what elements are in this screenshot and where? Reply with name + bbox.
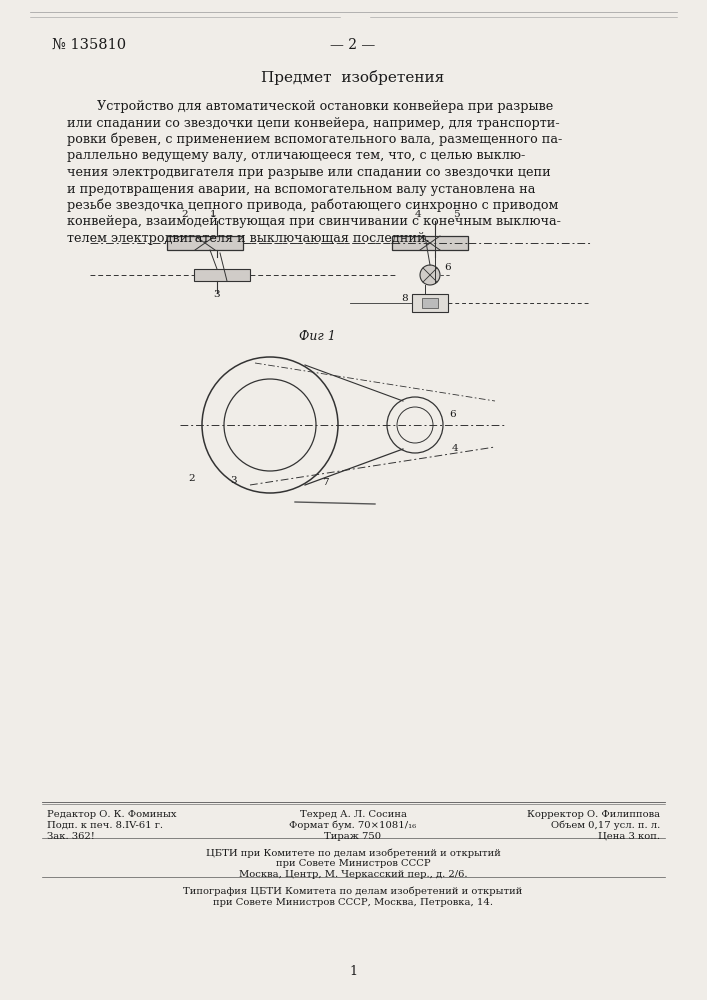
- Bar: [392, 236, 468, 250]
- Text: при Совете Министров СССР, Москва, Петровка, 14.: при Совете Министров СССР, Москва, Петро…: [213, 898, 493, 907]
- Text: Тираж 750: Тираж 750: [325, 832, 382, 841]
- Text: Типография ЦБТИ Комитета по делам изобретений и открытий: Типография ЦБТИ Комитета по делам изобре…: [183, 887, 522, 896]
- Bar: [167, 236, 243, 250]
- Text: 2: 2: [189, 474, 195, 483]
- Text: № 135810: № 135810: [52, 38, 126, 52]
- Text: 2: 2: [182, 210, 188, 219]
- Text: раллельно ведущему валу, отличающееся тем, что, с целью выклю-: раллельно ведущему валу, отличающееся те…: [67, 149, 525, 162]
- Text: 4: 4: [415, 210, 421, 219]
- Text: 6: 6: [444, 263, 450, 272]
- Text: 4: 4: [452, 444, 458, 453]
- Text: 5: 5: [452, 210, 460, 219]
- Text: 1: 1: [210, 210, 216, 219]
- Text: 3: 3: [214, 290, 221, 299]
- Text: Объем 0,17 усл. п. л.: Объем 0,17 усл. п. л.: [551, 821, 660, 830]
- Text: Редактор О. К. Фоминых: Редактор О. К. Фоминых: [47, 810, 177, 819]
- Text: Корректор О. Филиппова: Корректор О. Филиппова: [527, 810, 660, 819]
- Text: Цена 3 коп.: Цена 3 коп.: [598, 832, 660, 841]
- Bar: [422, 298, 438, 308]
- Bar: [412, 294, 448, 312]
- Text: или спадании со звездочки цепи конвейера, например, для транспорти-: или спадании со звездочки цепи конвейера…: [67, 116, 560, 129]
- Text: 1: 1: [349, 965, 357, 978]
- Text: при Совете Министров СССР: при Совете Министров СССР: [276, 859, 431, 868]
- Text: ЦБТИ при Комитете по делам изобретений и открытий: ЦБТИ при Комитете по делам изобретений и…: [206, 848, 501, 857]
- Text: Устройство для автоматической остановки конвейера при разрыве: Устройство для автоматической остановки …: [97, 100, 554, 113]
- Text: Формат бум. 70×1081/₁₆: Формат бум. 70×1081/₁₆: [289, 821, 416, 830]
- Bar: [194, 269, 250, 281]
- Text: резьбе звездочка цепного привода, работающего синхронно с приводом: резьбе звездочка цепного привода, работа…: [67, 199, 559, 213]
- Text: ровки бревен, с применением вспомогательного вала, размещенного па-: ровки бревен, с применением вспомогатель…: [67, 133, 562, 146]
- Text: 7: 7: [322, 478, 328, 487]
- Text: — 2 —: — 2 —: [330, 38, 375, 52]
- Text: Москва, Центр, М. Черкасский пер., д. 2/6.: Москва, Центр, М. Черкасский пер., д. 2/…: [239, 870, 467, 879]
- Text: 6: 6: [450, 410, 456, 419]
- Text: чения электродвигателя при разрыве или спадании со звездочки цепи: чения электродвигателя при разрыве или с…: [67, 166, 551, 179]
- Text: 3: 3: [230, 476, 238, 485]
- Text: Предмет  изобретения: Предмет изобретения: [262, 70, 445, 85]
- Text: Зак. 362!: Зак. 362!: [47, 832, 95, 841]
- Text: 8: 8: [402, 294, 408, 303]
- Text: Подп. к печ. 8.ІV-61 г.: Подп. к печ. 8.ІV-61 г.: [47, 821, 163, 830]
- Text: Фиг 1: Фиг 1: [298, 330, 335, 343]
- Text: конвейера, взаимодействующая при свинчивании с конечным выключа-: конвейера, взаимодействующая при свинчив…: [67, 216, 561, 229]
- Text: телем электродвигателя и выключающая последний.: телем электродвигателя и выключающая пос…: [67, 232, 430, 245]
- Circle shape: [420, 265, 440, 285]
- Text: и предотвращения аварии, на вспомогательном валу установлена на: и предотвращения аварии, на вспомогатель…: [67, 182, 535, 196]
- Text: Техред А. Л. Сосина: Техред А. Л. Сосина: [300, 810, 407, 819]
